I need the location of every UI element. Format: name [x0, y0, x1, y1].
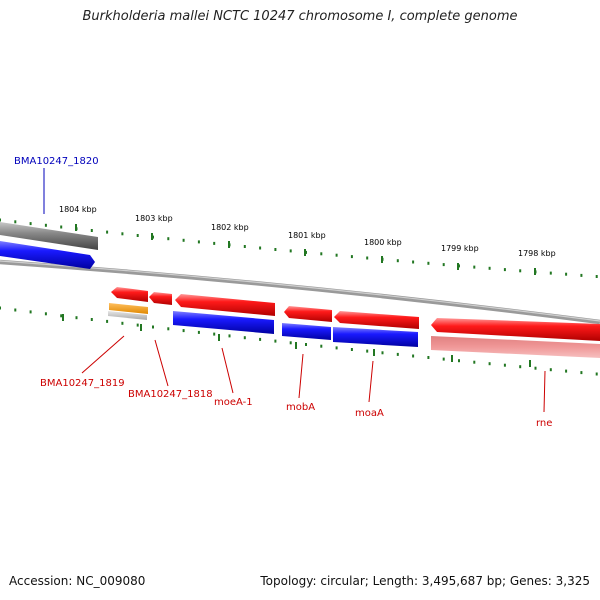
chromosome-backbone [0, 259, 600, 325]
cds-BMA10247_1818[interactable] [149, 292, 172, 305]
inner-minor-ticks [0, 306, 598, 376]
gene-label-rne[interactable]: rne [536, 418, 552, 429]
cds-BMA10247_1820[interactable] [0, 241, 95, 269]
cds-rne[interactable] [431, 318, 600, 341]
scale-label: 1800 kbp [364, 238, 402, 247]
scale-label: 1798 kbp [518, 249, 556, 258]
forward-strand-track [108, 287, 600, 358]
label-leaders [43, 168, 546, 413]
gene-moeA-1-blue[interactable] [173, 311, 274, 334]
cds-moeA-1[interactable] [175, 294, 275, 316]
leader-moeA-1 [221, 347, 234, 394]
gene-label-moeA-1[interactable]: moeA-1 [214, 397, 253, 408]
scale-label: 1802 kbp [211, 223, 249, 232]
leader-BMA10247_1818 [154, 339, 169, 387]
leader-BMA10247_1819 [81, 335, 125, 374]
gene-labels: BMA10247_1820 BMA10247_1819 BMA10247_181… [14, 156, 552, 429]
reverse-strand-track [0, 222, 98, 269]
gene-mobA-blue[interactable] [282, 323, 331, 340]
pseudo-rne[interactable] [431, 336, 600, 358]
gene-label-moaA[interactable]: moaA [355, 408, 384, 419]
topology-text: Topology: circular; Length: 3,495,687 bp… [260, 574, 590, 588]
gene-label-BMA10247_1820[interactable]: BMA10247_1820 [14, 156, 99, 167]
inner-major-ticks [62, 314, 531, 367]
outer-major-ticks [75, 224, 536, 275]
leader-moaA [368, 360, 374, 403]
gene-label-BMA10247_1819[interactable]: BMA10247_1819 [40, 378, 125, 389]
leader-mobA [298, 353, 304, 399]
cds-moaA[interactable] [334, 311, 419, 329]
scale-label: 1801 kbp [288, 231, 326, 240]
scale-label: 1804 kbp [59, 205, 97, 214]
accession-text: Accession: NC_009080 [9, 574, 146, 588]
outer-tick-ring: 1804 kbp 1803 kbp 1802 kbp 1801 kbp 1800… [0, 205, 598, 278]
cds-BMA10247_1819[interactable] [111, 287, 148, 302]
inner-tick-ring [0, 306, 598, 376]
gene-label-mobA[interactable]: mobA [286, 402, 315, 413]
leader-rne [543, 370, 546, 413]
gene-BMA10247_1819-grey[interactable] [108, 311, 147, 320]
scale-label: 1799 kbp [441, 244, 479, 253]
gene-label-BMA10247_1818[interactable]: BMA10247_1818 [128, 389, 213, 400]
scale-label: 1803 kbp [135, 214, 173, 223]
cds-mobA[interactable] [284, 306, 332, 322]
gene-moaA-blue[interactable] [333, 327, 418, 347]
rna-BMA10247_1819[interactable] [109, 303, 148, 314]
gene-BMA10247_1820-grey[interactable] [0, 222, 98, 250]
genome-title: Burkholderia mallei NCTC 10247 chromosom… [82, 9, 518, 24]
